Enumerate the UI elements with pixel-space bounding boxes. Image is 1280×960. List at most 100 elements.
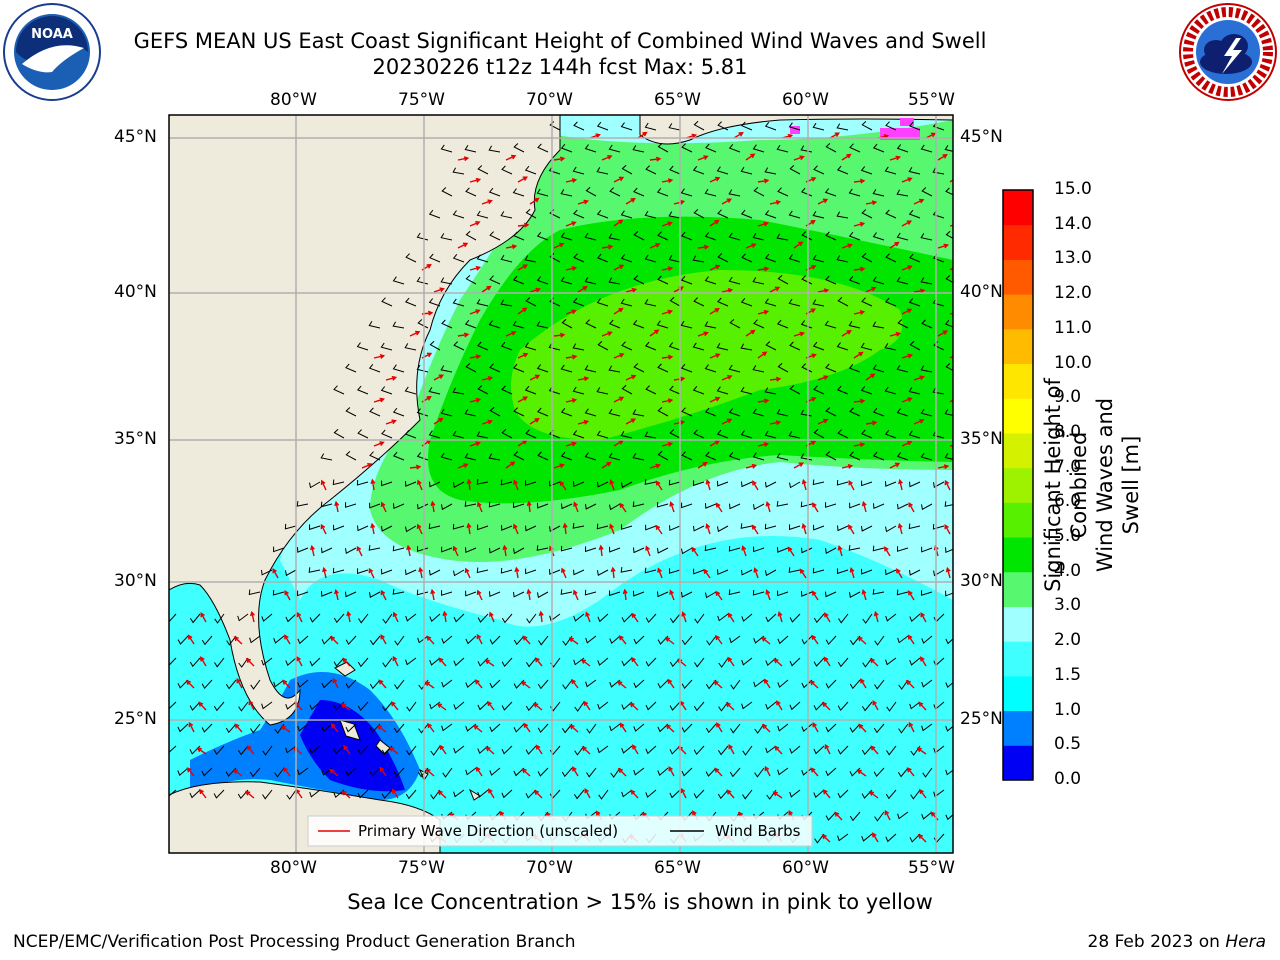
wind-barb xyxy=(308,524,321,531)
wind-barb xyxy=(345,407,357,417)
wind-barb xyxy=(932,523,945,530)
wind-barb xyxy=(513,407,525,417)
wind-barb xyxy=(813,745,825,755)
wind-barb xyxy=(525,429,537,439)
wind-barb xyxy=(441,635,453,644)
wind-barb xyxy=(584,144,597,153)
wave-direction-arrow xyxy=(865,373,876,381)
wind-barb xyxy=(884,386,897,395)
wind-barb xyxy=(645,165,657,175)
wind-barb xyxy=(740,209,753,219)
wind-barb xyxy=(717,745,729,756)
wave-direction-arrow xyxy=(245,790,255,799)
wind-barb xyxy=(561,723,573,734)
wave-direction-arrow xyxy=(821,701,831,711)
wave-direction-arrow xyxy=(668,766,675,777)
wind-barb xyxy=(741,701,753,710)
wind-barb xyxy=(536,545,549,551)
wind-barb xyxy=(214,613,225,624)
wind-barb xyxy=(609,679,621,688)
wind-barb xyxy=(681,679,693,690)
wind-barb xyxy=(524,342,537,351)
wind-barb xyxy=(656,320,669,329)
wind-barb xyxy=(560,589,573,595)
wind-barb xyxy=(489,547,501,554)
wind-barb xyxy=(453,657,465,667)
wind-barb xyxy=(861,789,873,799)
wind-barb xyxy=(405,481,417,487)
wind-barb xyxy=(380,386,393,395)
wind-barb xyxy=(813,385,825,395)
wave-direction-arrow xyxy=(856,769,867,777)
wave-direction-arrow xyxy=(187,634,195,645)
wind-barb xyxy=(836,568,849,575)
wind-barb xyxy=(560,232,573,241)
wave-direction-arrow xyxy=(310,544,315,557)
wind-barb xyxy=(620,122,633,131)
wave-direction-arrow xyxy=(523,722,531,733)
wind-barb xyxy=(932,387,945,395)
wind-barb xyxy=(537,679,549,690)
wave-direction-arrow xyxy=(765,500,771,513)
wind-barb xyxy=(560,189,573,197)
wave-direction-arrow xyxy=(837,544,843,557)
wind-barb xyxy=(669,745,681,755)
wind-barb xyxy=(429,481,441,488)
wind-barb xyxy=(788,122,801,131)
wind-barb xyxy=(849,811,861,822)
wave-direction-arrow xyxy=(613,307,624,315)
wave-direction-arrow xyxy=(613,396,625,403)
lon-label-top: 60°W xyxy=(782,90,829,110)
wind-barb xyxy=(440,408,453,417)
wave-direction-arrow xyxy=(565,221,577,227)
wind-barb xyxy=(333,385,345,395)
wave-direction-arrow xyxy=(661,221,673,227)
wave-direction-arrow xyxy=(533,702,543,711)
wind-barb xyxy=(332,479,345,486)
wind-barb xyxy=(740,523,753,529)
wind-barb xyxy=(717,253,729,263)
wind-barb xyxy=(730,723,741,734)
wind-barb xyxy=(621,657,633,667)
wave-direction-arrow xyxy=(538,610,544,623)
wind-barb xyxy=(886,701,897,712)
wind-barb xyxy=(560,451,573,461)
wind-barb xyxy=(537,723,549,734)
wave-direction-arrow xyxy=(657,567,663,579)
wind-barb xyxy=(849,451,861,461)
wave-direction-arrow xyxy=(392,611,399,623)
wind-barb xyxy=(740,166,753,175)
wind-barb xyxy=(740,297,753,307)
wind-barb xyxy=(609,503,621,511)
wind-barb xyxy=(620,567,633,573)
wave-direction-arrow xyxy=(669,501,675,513)
wave-direction-arrow xyxy=(757,221,770,227)
wind-barb xyxy=(645,385,657,395)
wind-barb xyxy=(633,187,645,197)
wind-barb xyxy=(249,767,261,778)
wave-direction-arrow xyxy=(389,746,399,755)
wave-direction-arrow xyxy=(469,265,482,271)
wind-barb xyxy=(836,479,849,486)
wave-band-5-6m xyxy=(511,270,903,440)
wind-barb xyxy=(741,613,753,622)
wave-direction-arrow xyxy=(709,264,721,271)
wind-barb xyxy=(836,165,849,175)
lon-label-top: 65°W xyxy=(654,90,701,110)
wave-direction-arrow xyxy=(464,567,471,579)
wind-barb xyxy=(789,385,801,395)
wind-barb xyxy=(668,123,681,131)
wind-barb xyxy=(657,231,669,241)
wind-barb xyxy=(441,546,453,553)
wave-direction-arrow xyxy=(715,634,723,645)
wind-barb xyxy=(681,502,693,509)
wind-barb xyxy=(777,547,789,553)
wave-direction-arrow xyxy=(513,523,519,535)
wind-barb xyxy=(464,145,477,153)
wind-barb xyxy=(369,767,381,777)
wind-barb xyxy=(921,546,933,553)
wave-direction-arrow xyxy=(489,611,495,623)
wind-barb xyxy=(728,364,741,373)
map-legend xyxy=(307,815,813,847)
wind-barb xyxy=(742,789,753,800)
